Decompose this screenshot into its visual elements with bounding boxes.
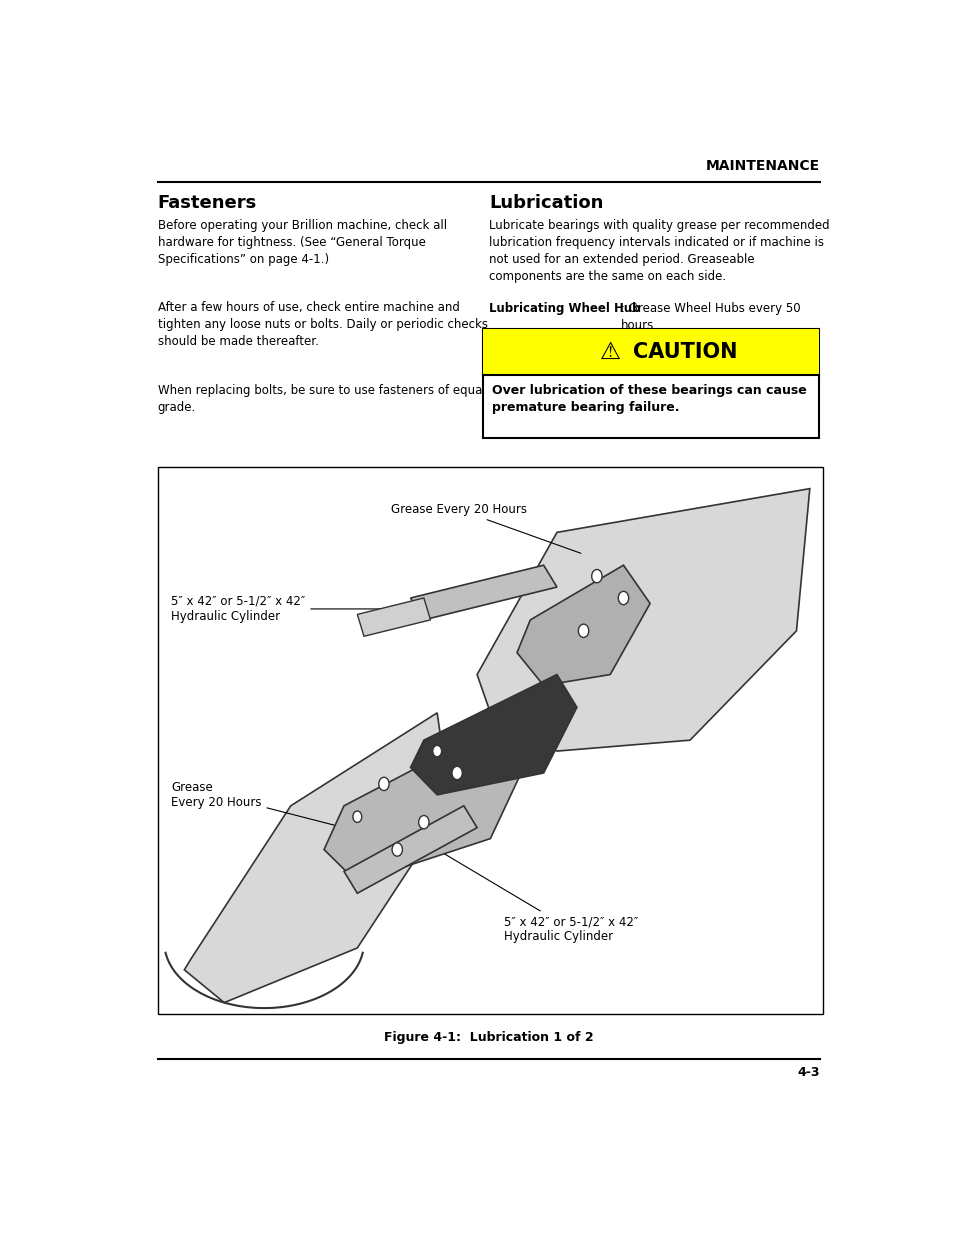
Polygon shape	[517, 566, 649, 685]
Polygon shape	[476, 489, 809, 751]
Text: Before operating your Brillion machine, check all
hardware for tightness. (See “: Before operating your Brillion machine, …	[157, 219, 446, 266]
Text: : Grease Wheel Hubs every 50
hours.: : Grease Wheel Hubs every 50 hours.	[619, 303, 800, 332]
Bar	[482, 329, 819, 438]
Text: 4-3: 4-3	[797, 1066, 820, 1079]
Circle shape	[433, 746, 441, 757]
Text: Lubricate bearings with quality grease per recommended
lubrication frequency int: Lubricate bearings with quality grease p…	[488, 219, 829, 283]
Text: 5″ x 42″ or 5-1/2″ x 42″
Hydraulic Cylinder: 5″ x 42″ or 5-1/2″ x 42″ Hydraulic Cylin…	[439, 851, 638, 944]
Polygon shape	[184, 713, 450, 1003]
Circle shape	[452, 766, 462, 779]
Text: 5″ x 42″ or 5-1/2″ x 42″
Hydraulic Cylinder: 5″ x 42″ or 5-1/2″ x 42″ Hydraulic Cylin…	[171, 595, 407, 622]
Text: Fasteners: Fasteners	[157, 194, 256, 212]
Polygon shape	[410, 566, 557, 620]
Text: Over lubrication of these bearings can cause
premature bearing failure.: Over lubrication of these bearings can c…	[492, 384, 806, 414]
Circle shape	[392, 842, 402, 856]
Bar	[157, 467, 822, 1014]
Text: CAUTION: CAUTION	[632, 342, 737, 362]
Text: After a few hours of use, check entire machine and
tighten any loose nuts or bol: After a few hours of use, check entire m…	[157, 301, 487, 348]
Circle shape	[418, 815, 429, 829]
Text: Lubricating Wheel Hub: Lubricating Wheel Hub	[488, 303, 639, 315]
Circle shape	[591, 569, 601, 583]
Circle shape	[578, 624, 588, 637]
Text: Figure 4-1:  Lubrication 1 of 2: Figure 4-1: Lubrication 1 of 2	[384, 1031, 593, 1044]
Text: MAINTENANCE: MAINTENANCE	[705, 159, 820, 173]
Polygon shape	[324, 729, 523, 882]
Text: Grease Every 20 Hours: Grease Every 20 Hours	[390, 503, 580, 553]
Text: ⚠: ⚠	[599, 340, 620, 364]
Text: Repack Wheel Hub bearings annually before each
season usage.: Repack Wheel Hub bearings annually befor…	[488, 338, 782, 368]
Circle shape	[618, 592, 628, 605]
Polygon shape	[357, 598, 430, 636]
Bar	[482, 329, 819, 374]
Text: Lubrication: Lubrication	[488, 194, 602, 212]
Circle shape	[378, 777, 389, 790]
Text: When replacing bolts, be sure to use fasteners of equal
grade.: When replacing bolts, be sure to use fas…	[157, 384, 485, 414]
Polygon shape	[344, 805, 476, 893]
Polygon shape	[410, 674, 577, 795]
Circle shape	[353, 811, 361, 823]
Text: Grease
Every 20 Hours: Grease Every 20 Hours	[171, 781, 341, 827]
